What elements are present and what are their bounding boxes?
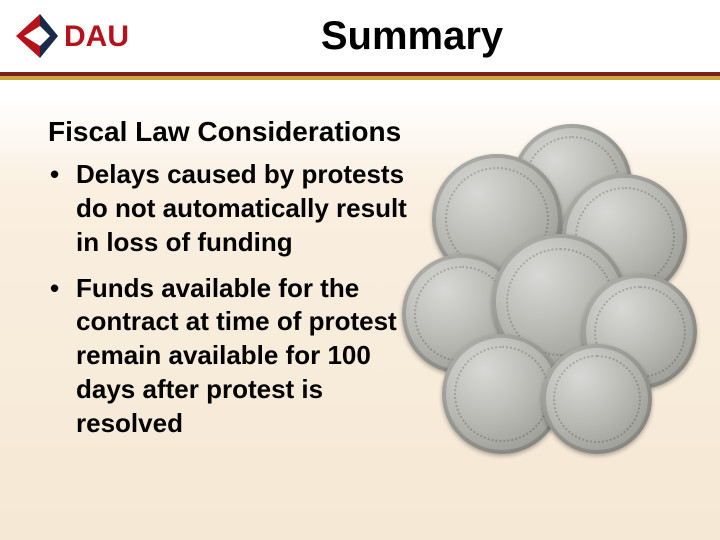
bullet-item: Funds available for the contract at time…: [48, 272, 408, 441]
bullet-list: Delays caused by protests do not automat…: [48, 158, 408, 440]
slide-title: Summary: [144, 14, 720, 59]
bullet-item: Delays caused by protests do not automat…: [48, 158, 408, 259]
header: DAU Summary: [0, 0, 720, 72]
slide-body: Fiscal Law Considerations Delays caused …: [0, 80, 720, 540]
slide: DAU Summary Fiscal Law Considerations De…: [0, 0, 720, 540]
coin-icon: [542, 344, 652, 454]
logo-text: DAU: [64, 20, 129, 53]
dau-logo: DAU: [14, 12, 144, 60]
coin-cluster-image: [402, 124, 702, 444]
